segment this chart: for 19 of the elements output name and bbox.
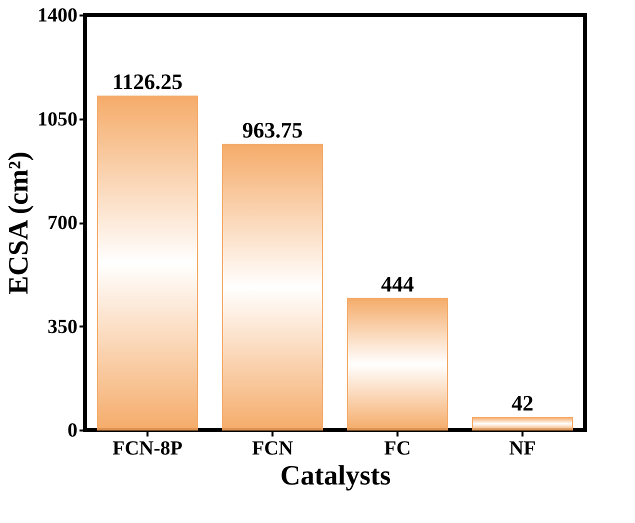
data-label: 444 [381,271,414,296]
x-axis-title: Catalysts [280,460,391,492]
x-tick-label: FCN-8P [112,438,182,460]
y-tick-label: 1400 [38,4,78,26]
y-tick-label: 0 [68,420,78,442]
x-tick-label: NF [509,438,536,460]
bar [472,417,573,430]
y-tick-label: 350 [48,316,78,338]
y-tick-label: 1050 [38,108,78,130]
data-label: 1126.25 [112,69,183,94]
data-label: 42 [512,390,534,416]
x-tick-label: FCN [252,438,294,460]
data-label: 963.75 [242,117,303,142]
bar [347,298,448,430]
y-tick-label: 700 [48,212,78,234]
x-tick-label: FC [384,438,411,460]
bar [97,96,198,430]
y-axis-title: ECSA (cm²) [4,152,34,294]
bar [222,144,323,430]
